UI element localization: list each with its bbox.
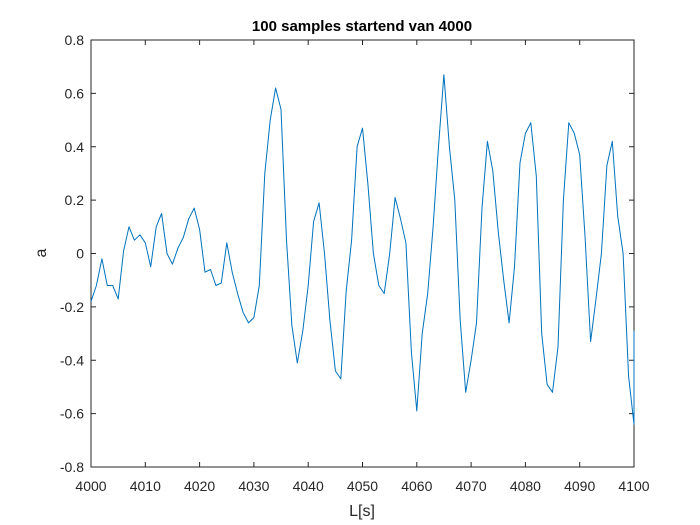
axis-ticks [90,39,635,468]
x-tick-label: 4040 [293,478,324,494]
x-tick-label: 4030 [238,478,269,494]
y-tick-label: 0 [76,246,84,262]
x-tick-label: 4070 [456,478,487,494]
x-tick-label: 4000 [75,478,106,494]
chart-title: 100 samples startend van 4000 [252,18,472,35]
y-tick-label: 0.6 [65,85,85,101]
y-tick-label: 0.2 [65,192,85,208]
x-tick-label: 4100 [618,478,649,494]
x-tick-label: 4090 [564,478,595,494]
y-tick-label: -0.4 [60,352,84,368]
y-tick-label: -0.6 [60,406,84,422]
y-tick-label: 0.4 [65,139,85,155]
x-tick-label: 4080 [510,478,541,494]
x-tick-label: 4020 [184,478,215,494]
y-axis-label: a [33,248,50,257]
plot-area [90,39,635,468]
x-tick-label: 4060 [401,478,432,494]
y-tick-labels: -0.8 -0.6 -0.4 -0.2 0 0.2 0.4 0.6 0.8 [60,32,84,475]
y-tick-label: 0.8 [65,32,85,48]
x-tick-label: 4050 [347,478,378,494]
y-tick-label: -0.2 [60,299,84,315]
data-series-line [90,74,635,425]
x-axis-label: L[s] [349,503,375,520]
x-tick-label: 4010 [130,478,161,494]
y-tick-label: -0.8 [60,459,84,475]
x-tick-labels: 4000 4010 4020 4030 4040 4050 4060 4070 4080 4090… [75,478,649,494]
